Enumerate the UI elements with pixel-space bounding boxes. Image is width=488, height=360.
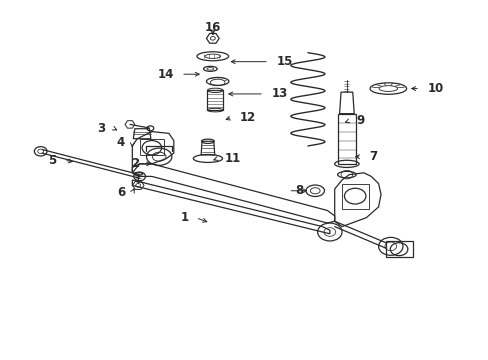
- Text: 8: 8: [295, 184, 304, 197]
- Text: 10: 10: [427, 82, 443, 95]
- Text: 4: 4: [117, 136, 125, 149]
- Text: 2: 2: [131, 157, 140, 170]
- Text: 14: 14: [157, 68, 173, 81]
- Text: 9: 9: [356, 114, 364, 127]
- Text: 6: 6: [117, 186, 125, 199]
- Text: 11: 11: [224, 152, 241, 165]
- Text: 3: 3: [97, 122, 105, 135]
- Text: 13: 13: [271, 87, 287, 100]
- Text: 15: 15: [276, 55, 292, 68]
- Text: 12: 12: [239, 111, 255, 124]
- Text: 7: 7: [368, 150, 376, 163]
- Text: 16: 16: [204, 21, 221, 34]
- Text: 5: 5: [48, 154, 57, 167]
- Text: 1: 1: [180, 211, 188, 224]
